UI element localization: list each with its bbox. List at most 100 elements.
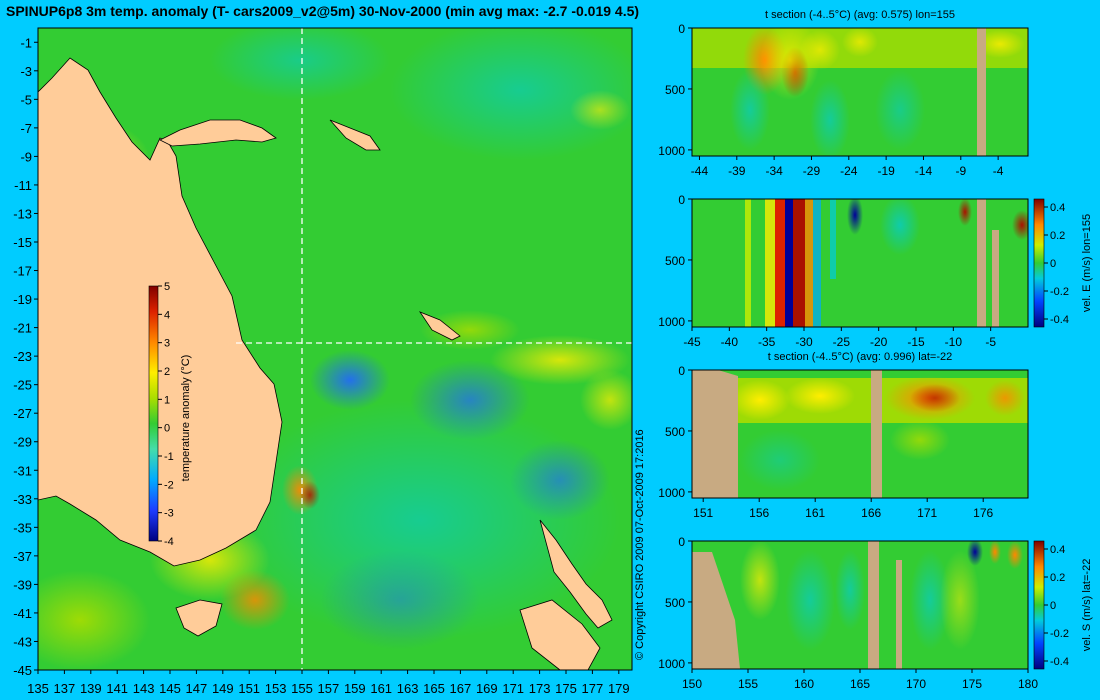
map-x-tick-label: 157: [318, 681, 340, 696]
section-x-tick-label: -14: [915, 164, 933, 178]
map-x-tick-label: 153: [265, 681, 287, 696]
vel-colorbar-tick-label: 0.2: [1050, 572, 1065, 584]
section-x-tick-label: -35: [758, 335, 776, 349]
section-x-tick-label: -29: [803, 164, 821, 178]
map-colorbar-tick-label: -2: [164, 479, 174, 491]
map-x-tick-label: 169: [476, 681, 498, 696]
section-y-tick-label: 500: [665, 425, 685, 439]
vel-colorbar-tick-label: 0.4: [1050, 544, 1065, 556]
map-x-tick-label: 139: [80, 681, 102, 696]
map-colorbar-tick-label: 5: [164, 281, 170, 293]
vel-colorbar-tick-label: -0.2: [1050, 628, 1069, 640]
section-x-tick-label: 155: [738, 677, 758, 691]
section-x-tick-label: 151: [693, 506, 713, 520]
vel-colorbar-tick-label: 0.4: [1050, 202, 1065, 214]
section-y-tick-label: 1000: [658, 486, 685, 500]
map-y-tick-label: -3: [20, 64, 32, 79]
map-panel: 135 137 139 141 143 145 147 149 151 153 155 157 159 1…: [13, 27, 633, 696]
map-colorbar-tick-label: 0: [164, 423, 170, 435]
australia-land: [38, 57, 283, 567]
vel-s-section-panel: 150 155 160 165 170 175 180 0 500 1000 0.4 0.2 0 -0.…: [658, 535, 1093, 691]
map-colorbar-tick-label: 2: [164, 366, 170, 378]
map-y-tick-label: -45: [13, 663, 32, 678]
map-x-tick-label: 161: [370, 681, 392, 696]
page-title: SPINUP6p8 3m temp. anomaly (T- cars2009_…: [6, 3, 640, 19]
section-x-tick-label: 175: [962, 677, 982, 691]
map-x-tick-label: 179: [608, 681, 630, 696]
section-x-tick-label: -9: [955, 164, 966, 178]
seafloor-mask: [977, 28, 986, 156]
section-x-tick-label: -40: [721, 335, 739, 349]
section-x-tick-label: -24: [840, 164, 858, 178]
map-y-tick-label: -5: [20, 92, 32, 107]
map-y-tick-label: -43: [13, 634, 32, 649]
map-x-tick-label: 167: [450, 681, 472, 696]
map-x-tick-label: 171: [502, 681, 524, 696]
map-x-tick-label: 165: [423, 681, 445, 696]
map-x-tick-label: 151: [238, 681, 260, 696]
map-x-tick-label: 177: [582, 681, 604, 696]
vel-colorbar-tick-label: 0: [1050, 600, 1056, 612]
map-colorbar: 5 4 3 2 1 0 -1 -2 -3 -4 temperature anomaly (°C): [148, 281, 192, 548]
section-x-tick-label: -4: [993, 164, 1004, 178]
vel-e-section-panel: -45 -40 -35 -30 -25 -20 -15 -10 -5 0 500 1000 0.4 0.…: [658, 193, 1093, 349]
map-y-tick-label: -9: [20, 149, 32, 164]
section-y-tick-label: 1000: [658, 315, 685, 329]
section-x-tick-label: -19: [877, 164, 895, 178]
section-x-tick-label: 156: [749, 506, 769, 520]
section-x-tick-label: -39: [728, 164, 746, 178]
vel-colorbar-tick-label: -0.2: [1050, 286, 1069, 298]
vel-e-colorbar: [1033, 198, 1045, 328]
map-colorbar-tick-label: -4: [164, 536, 174, 548]
vel-colorbar-tick-label: 0.2: [1050, 230, 1065, 242]
map-y-tick-label: -27: [13, 406, 32, 421]
map-colorbar-gradient: [148, 285, 159, 542]
section-y-tick-label: 500: [665, 254, 685, 268]
section-x-tick-label: 171: [917, 506, 937, 520]
map-x-tick-label: 143: [133, 681, 155, 696]
map-y-tick-label: -29: [13, 435, 32, 450]
section-x-tick-label: 170: [906, 677, 926, 691]
tasmania-land: [175, 599, 223, 637]
section-y-tick-label: 0: [678, 535, 685, 549]
t-section-lon-title: t section (-4..5°C) (avg: 0.575) lon=155: [765, 9, 955, 21]
map-y-tick-label: -19: [13, 292, 32, 307]
map-x-tick-label: 145: [159, 681, 181, 696]
vel-e-colorbar-label: vel. E (m/s) lon=155: [1081, 214, 1093, 312]
map-y-tick-label: -23: [13, 349, 32, 364]
t-section-lon-panel: t section (-4..5°C) (avg: 0.575) lon=155…: [658, 9, 1029, 178]
section-y-tick-label: 0: [678, 193, 685, 207]
map-colorbar-tick-label: 4: [164, 309, 170, 321]
map-colorbar-tick-label: 1: [164, 394, 170, 406]
map-y-tick-label: -35: [13, 520, 32, 535]
section-x-tick-label: 166: [861, 506, 881, 520]
map-y-tick-label: -21: [13, 321, 32, 336]
map-x-tick-label: 175: [555, 681, 577, 696]
section-x-tick-label: 150: [682, 677, 702, 691]
section-y-tick-label: 500: [665, 83, 685, 97]
map-x-tick-label: 173: [529, 681, 551, 696]
vel-colorbar-tick-label: -0.4: [1050, 656, 1069, 668]
map-y-tick-label: -1: [20, 35, 32, 50]
new-zealand-north-land: [539, 519, 613, 629]
section-x-tick-label: 165: [850, 677, 870, 691]
section-x-tick-label: 180: [1018, 677, 1038, 691]
section-x-tick-label: 160: [794, 677, 814, 691]
map-colorbar-tick-label: 3: [164, 338, 170, 350]
section-y-tick-label: 1000: [658, 657, 685, 671]
section-y-tick-label: 1000: [658, 144, 685, 158]
section-x-tick-label: -25: [833, 335, 851, 349]
solomon-islands-land: [329, 119, 381, 151]
map-x-tick-label: 135: [27, 681, 49, 696]
section-y-tick-label: 500: [665, 596, 685, 610]
map-y-tick-label: -37: [13, 549, 32, 564]
vel-s-colorbar-label: vel. S (m/s) lat=-22: [1081, 559, 1093, 652]
section-x-tick-label: -34: [765, 164, 783, 178]
section-x-tick-label: -45: [683, 335, 701, 349]
map-y-tick-label: -25: [13, 378, 32, 393]
map-colorbar-label: temperature anomaly (°C): [180, 355, 192, 482]
map-y-tick-label: -13: [13, 206, 32, 221]
map-x-tick-label: 141: [106, 681, 128, 696]
land: [38, 57, 613, 670]
